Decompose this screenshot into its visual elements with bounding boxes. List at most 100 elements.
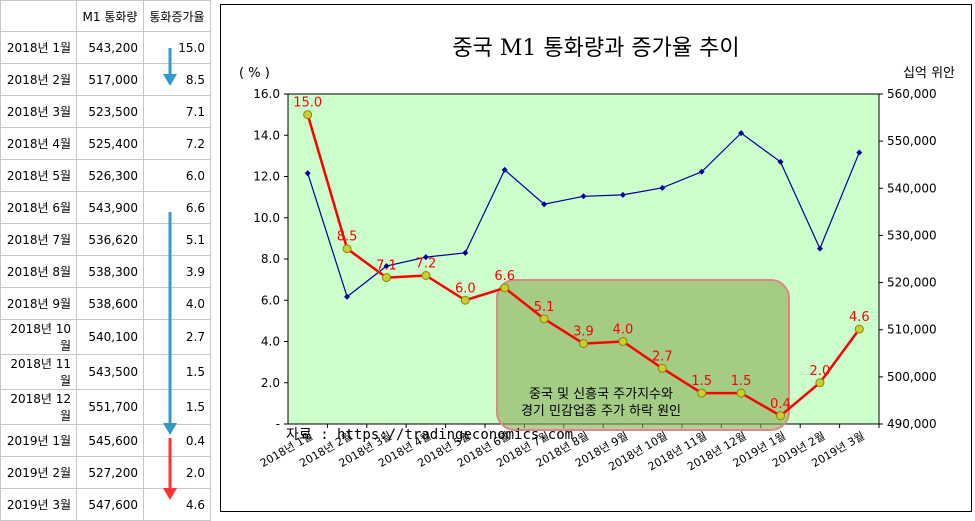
header-cell-m1: M1 통화량 (76, 0, 144, 32)
rate-cell: 4.0 (143, 287, 211, 320)
m1-point (541, 201, 548, 208)
rate-data-label: 5.1 (534, 300, 555, 315)
table-row: 2018년 7월 536,620 5.1 (0, 223, 211, 256)
table-row: 2018년 5월 526,300 6.0 (0, 159, 211, 192)
m1-point (619, 191, 626, 198)
m1-point (580, 193, 587, 200)
annotation-text: 경기 민감업종 주가 하락 원인 (521, 404, 681, 419)
rate-data-label: 0.4 (770, 397, 791, 412)
rate-cell: 5.1 (143, 223, 211, 256)
rate-cell: 1.5 (143, 354, 211, 390)
y-right-tick-label: 560,000 (887, 87, 937, 101)
m1-cell: 523,500 (76, 95, 144, 128)
m1-cell: 526,300 (76, 159, 144, 192)
table-row: 2018년 4월 525,400 7.2 (0, 127, 211, 160)
y-right-tick-label: 510,000 (887, 323, 937, 337)
rate-point (500, 283, 510, 293)
rate-data-label: 4.6 (849, 310, 870, 325)
y-right-tick-label: 540,000 (887, 181, 937, 195)
annotation-text: 중국 및 신흥국 주가지수와 (529, 387, 673, 402)
table-row: 2018년 8월 538,300 3.9 (0, 255, 211, 288)
rate-data-label: 7.2 (416, 257, 437, 272)
rate-cell: 2.0 (143, 456, 211, 489)
chart-svg: 중국 M1 통화량과 증가율 추이 ( % ) 십억 위안 - 2.0 4.0 6.0 8.0… (239, 36, 955, 473)
rate-data-label: 1.5 (731, 374, 752, 389)
m1-cell: 540,100 (76, 319, 144, 355)
table-row: 2018년 6월 543,900 6.6 (0, 191, 211, 224)
rate-cell: 6.0 (143, 159, 211, 192)
rate-data-label: 3.9 (573, 325, 594, 340)
rate-point (421, 271, 431, 280)
m1-point (344, 293, 351, 300)
month-cell: 2019년 2월 (0, 456, 77, 489)
y-left-tick-label: 6.0 (261, 293, 280, 307)
table-row: 2019년 1월 545,600 0.4 (0, 424, 211, 457)
m1-cell: 517,000 (76, 63, 144, 96)
m1-point (462, 249, 469, 256)
rate-point (697, 388, 707, 398)
month-cell: 2018년 6월 (0, 191, 77, 224)
rate-point (382, 273, 391, 283)
month-cell: 2018년 11월 (0, 354, 77, 390)
table-row: 2018년 10월 540,100 2.7 (0, 319, 211, 355)
month-cell: 2018년 3월 (0, 95, 77, 128)
m1-point (816, 245, 823, 252)
m1-point (777, 158, 784, 165)
y-right-tick-label: 530,000 (887, 228, 937, 242)
rate-cell: 0.4 (143, 424, 211, 457)
month-cell: 2018년 12월 (0, 389, 77, 425)
rate-point (736, 388, 746, 398)
table-body: 2018년 1월 543,200 15.0 2018년 2월 517,000 8.5 201… (0, 31, 211, 521)
table-row: 2018년 1월 543,200 15.0 (0, 31, 211, 64)
rate-data-label: 4.0 (613, 323, 634, 338)
rate-point (815, 378, 825, 388)
m1-cell: 551,700 (76, 389, 144, 425)
data-table: M1 통화량 통화증가율 2018년 1월 543,200 15.0 2018년 2월… (0, 0, 211, 521)
table-row: 2018년 12월 551,700 1.5 (0, 389, 211, 425)
month-cell: 2019년 1월 (0, 424, 77, 457)
m1-cell: 543,200 (76, 31, 144, 64)
rate-point (776, 411, 785, 421)
rate-point (539, 314, 549, 324)
m1-point (383, 263, 390, 270)
m1-point (422, 254, 429, 261)
rate-data-label: 2.0 (810, 364, 831, 379)
m1-point (304, 170, 311, 177)
m1-point (738, 130, 745, 137)
rate-cell: 6.6 (143, 191, 211, 224)
y-right-tick-label: 550,000 (887, 134, 937, 148)
table-header-row: M1 통화량 통화증가율 (0, 0, 211, 32)
m1-point (698, 168, 705, 175)
rate-data-label: 6.0 (455, 281, 476, 296)
y-left-tick-label: 2.0 (261, 376, 280, 390)
m1-point (501, 166, 508, 173)
rate-data-label: 8.5 (337, 230, 358, 245)
rate-point (854, 324, 864, 334)
month-cell: 2018년 7월 (0, 223, 77, 256)
rate-cell: 8.5 (143, 63, 211, 96)
rate-point (618, 337, 628, 346)
m1-cell: 538,300 (76, 255, 144, 288)
rate-data-label: 6.6 (494, 269, 515, 284)
m1-cell: 525,400 (76, 127, 144, 160)
table-row: 2018년 9월 538,600 4.0 (0, 287, 211, 320)
rate-point (460, 295, 470, 305)
rate-cell: 1.5 (143, 389, 211, 425)
month-cell: 2018년 9월 (0, 287, 77, 320)
table-row: 2018년 3월 523,500 7.1 (0, 95, 211, 128)
rate-cell: 3.9 (143, 255, 211, 288)
rate-data-label: 1.5 (691, 374, 712, 389)
source-text: 자료 : https://tradingeconomics.com (286, 427, 573, 443)
m1-cell: 543,500 (76, 354, 144, 390)
m1-point (659, 184, 666, 191)
table-row: 2018년 2월 517,000 8.5 (0, 63, 211, 96)
y-left-tick-label: 10.0 (253, 211, 280, 225)
rate-data-label: 2.7 (652, 349, 673, 364)
m1-cell: 543,900 (76, 191, 144, 224)
y-left-tick-label: 14.0 (253, 128, 280, 142)
y-left-tick-label: 4.0 (261, 335, 280, 349)
y-left-axis-label: ( % ) (239, 66, 270, 81)
y-right-tick-label: 500,000 (887, 370, 937, 384)
rate-point (657, 363, 667, 373)
y-right-tick-label: 490,000 (887, 417, 937, 431)
